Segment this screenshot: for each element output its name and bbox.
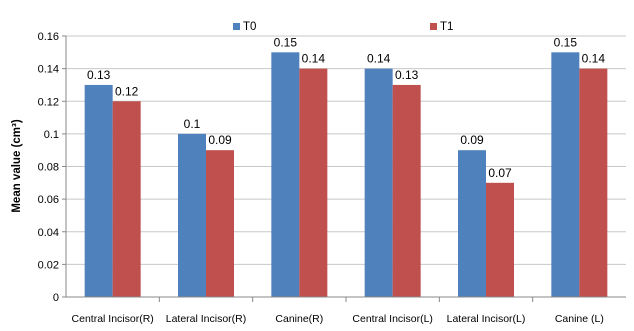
bar-T1 (392, 84, 421, 297)
x-category-label: Central Incisor(L) (352, 313, 433, 325)
y-tick-label: 0.08 (38, 162, 59, 174)
y-tick-label: 0.1 (44, 129, 59, 141)
data-labels: 0.13 0.12 0.1 0.09 0.15 0.14 0.14 0.13 0.09 0.07 0… (87, 35, 605, 180)
legend: T0 T1 (233, 21, 453, 33)
legend-swatch-T0 (233, 23, 240, 30)
bar-T0 (364, 68, 393, 297)
bar-T1 (206, 150, 234, 297)
x-axis-categories: Central Incisor(R) Lateral Incisor(R) Cani… (72, 313, 604, 325)
data-label: 0.07 (488, 166, 512, 180)
legend-swatch-T1 (430, 23, 437, 30)
legend-label-T0: T0 (243, 21, 256, 33)
x-category-label: Lateral Incisor(R) (166, 313, 247, 325)
bar-T0 (178, 133, 206, 297)
legend-label-T1: T1 (440, 21, 453, 33)
y-tick-label: 0 (53, 292, 59, 304)
y-axis-ticks: 0 0.02 0.04 0.06 0.08 0.1 0.12 0.14 0.16 (38, 31, 66, 304)
bar-T0 (551, 52, 580, 297)
x-category-label: Central Incisor(R) (72, 313, 154, 325)
bar-T0 (458, 150, 486, 297)
y-tick-label: 0.04 (38, 227, 59, 239)
axes (65, 36, 626, 302)
data-label: 0.15 (274, 35, 298, 49)
data-label: 0.1 (184, 117, 201, 131)
x-category-label: Canine(R) (275, 313, 323, 325)
bar-T0 (84, 84, 113, 297)
y-tick-label: 0.06 (38, 194, 59, 206)
y-tick-label: 0.16 (38, 31, 59, 43)
bar-T1 (486, 182, 514, 297)
x-category-label: Canine (L) (555, 313, 604, 325)
y-tick-label: 0.12 (38, 96, 59, 108)
y-tick-label: 0.14 (38, 64, 59, 76)
data-label: 0.14 (367, 52, 391, 66)
bar-T0 (271, 52, 300, 297)
bar-T1 (112, 101, 141, 297)
bar-T1 (579, 68, 608, 297)
data-label: 0.14 (582, 52, 606, 66)
bars (84, 52, 608, 297)
data-label: 0.09 (208, 133, 232, 147)
gridlines (66, 35, 626, 265)
y-axis-label: Mean value (cm³) (11, 119, 23, 212)
data-label: 0.15 (554, 35, 578, 49)
data-label: 0.14 (302, 52, 326, 66)
bar-T1 (299, 68, 328, 297)
data-label: 0.12 (115, 84, 139, 98)
data-label: 0.13 (395, 68, 419, 82)
data-label: 0.13 (87, 68, 111, 82)
data-label: 0.09 (460, 133, 484, 147)
x-category-label: Lateral Incisor(L) (447, 313, 526, 325)
y-tick-label: 0.02 (38, 259, 59, 271)
